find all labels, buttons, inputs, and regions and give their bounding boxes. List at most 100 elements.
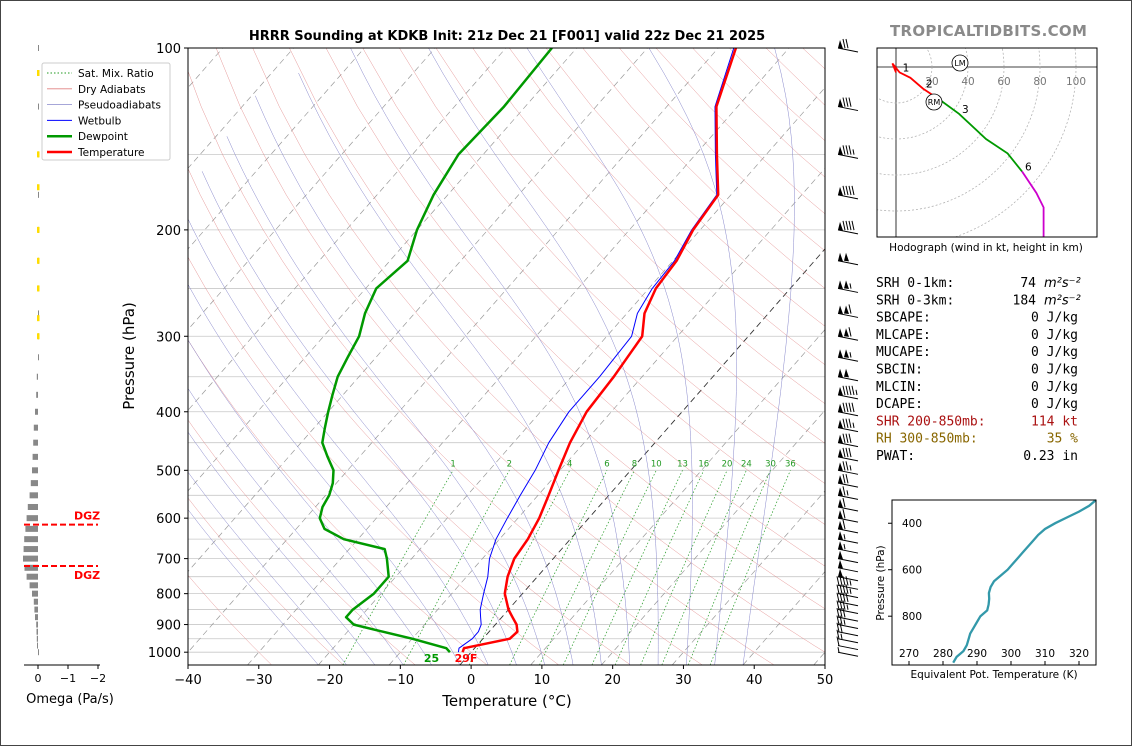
barb-half [852,422,855,428]
barb-staff [837,335,859,341]
barb-staff [837,645,859,651]
isotherm [247,48,790,665]
index-label: SHR 200-850mb: [876,414,986,429]
omega-marker [37,285,40,292]
isotherm [530,329,825,665]
index-label: SBCIN: [876,363,923,378]
wind-barb [836,592,859,607]
omega-marker [37,226,40,233]
barb-pennant [838,328,843,337]
mixing-ratio-line [614,470,705,665]
barb-staff [837,517,859,523]
barb-half [846,604,849,610]
hodograph-ring-label: 100 [1066,76,1086,88]
theta-e-y-tick-label: 400 [902,518,922,530]
omega-tick-label: −2 [90,672,106,685]
barb-pennant [838,520,843,530]
y-tick-label: 900 [156,619,181,634]
dry-adiabat [188,339,488,665]
hodograph-ring-label: 40 [961,76,974,88]
barb-pennant [838,487,843,496]
dry-adiabat [435,48,825,444]
wind-barb [837,519,859,534]
barb-staff [837,558,859,564]
barb-pennant [844,252,849,262]
index-unit: m²s⁻² [1044,276,1081,291]
omega-bar [38,191,39,198]
pseudoadiabat [742,48,795,665]
barb-pennant [838,550,843,560]
dry-adiabat [252,48,825,653]
barb-full [845,576,849,586]
barb-staff [837,609,859,615]
wind-barb [836,600,859,615]
barb-staff [837,469,859,475]
barb-pennant [838,146,843,155]
y-tick-label: 300 [156,330,181,345]
theta-e-x-tick-label: 290 [967,648,987,660]
barb-pennant [844,305,849,315]
barb-staff [837,616,859,622]
dry-adiabat [362,48,825,525]
mixing-ratio-line [562,470,657,665]
barb-staff [837,260,859,266]
barb-half [837,647,840,653]
isotherm [188,48,436,331]
barb-half [843,543,846,550]
mixing-ratio-label: 30 [765,459,776,469]
barb-full [836,608,840,618]
index-value: 0 J/kg [1031,345,1078,360]
barb-full [839,622,843,633]
dry-adiabat [188,167,631,665]
y-tick-label: 500 [156,464,181,479]
mixing-ratio-labels: 1 2 4 6 8 10 13 16 20 24 30 36 [450,459,795,469]
dry-adiabat [913,48,1134,665]
y-tick-label: 200 [156,224,181,239]
theta-e-x-tick-label: 280 [933,648,953,660]
pseudoadiabat [188,509,319,665]
x-tick-label: 0 [467,673,475,688]
barb-full [848,433,852,443]
wind-barb [837,145,859,159]
omega-bar [24,536,38,543]
dgz-label: DGZ [74,510,100,523]
wind-barb [837,368,859,382]
omega-bar [35,408,38,415]
wind-barb [836,615,859,630]
barb-staff [837,194,859,200]
wind-barb [837,531,859,544]
legend-entry: Pseudoadiabats [78,100,161,112]
barb-full [842,433,846,443]
isotherm [188,48,719,653]
mixing-ratio-label: 36 [785,459,796,469]
barb-staff [837,47,859,53]
omega-bar [32,453,38,460]
barb-full [848,220,852,231]
hodograph-ring [877,48,969,140]
index-label: SBCAPE: [876,311,931,326]
wind-barb [837,486,859,500]
index-value: 114 kt [1031,414,1078,429]
index-value: 0 J/kg [1031,397,1078,412]
barb-pennant [838,403,843,413]
barb-staff [837,651,859,657]
mixing-ratio-label: 2 [507,459,512,469]
barb-full [845,447,849,458]
barb-full [836,615,840,625]
omega-panel: 0 −1 −2 DGZ DGZ Omega (Pa/s) [23,45,114,707]
omega-bar [26,573,38,580]
barb-staff [837,411,859,417]
wind-barb [837,497,859,512]
omega-bar [25,525,38,532]
pseudoadiabat [350,48,630,665]
barb-full [851,185,855,196]
dry-adiabat [765,48,825,106]
wind-barb [837,647,859,657]
mixing-ratio-label: 13 [677,459,688,469]
x-tick-label: −20 [316,673,343,688]
pseudoadiabat [188,283,461,665]
barb-full [845,38,849,49]
barb-full [845,97,849,107]
barb-full [842,608,846,618]
barb-full [845,418,849,428]
